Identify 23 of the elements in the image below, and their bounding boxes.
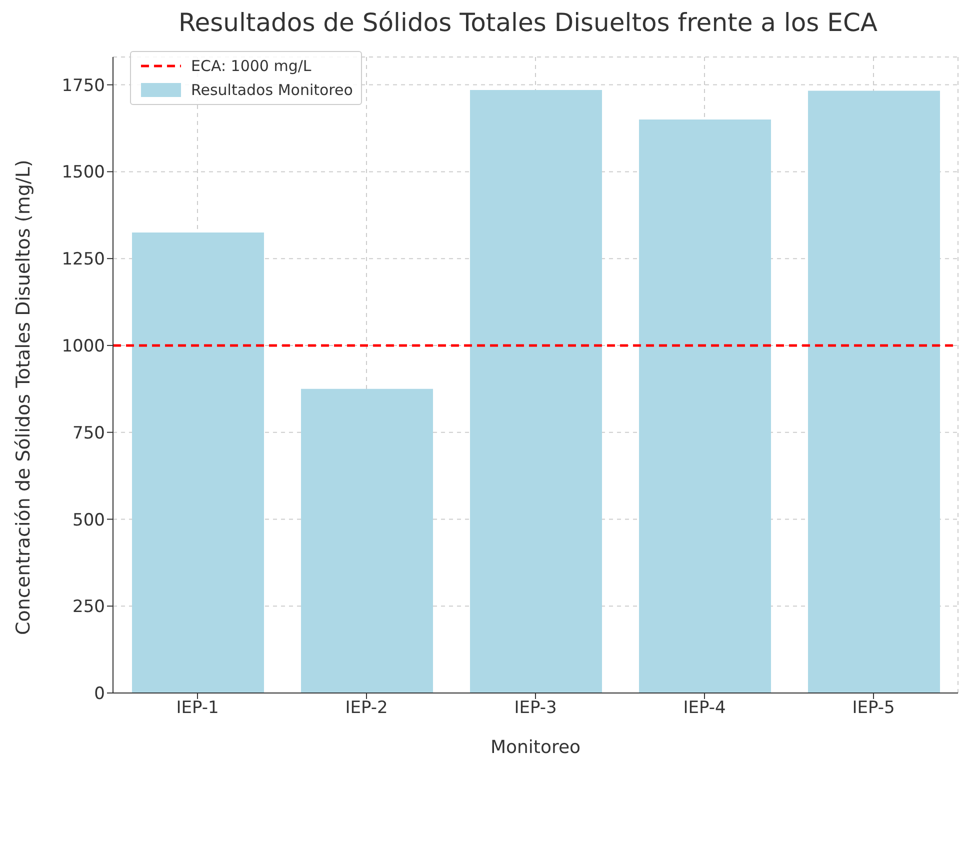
bar: [301, 388, 433, 693]
bar: [639, 120, 771, 693]
bar: [808, 90, 940, 693]
bar: [132, 232, 264, 693]
y-tick-label: 1000: [62, 336, 105, 356]
y-tick-label: 1500: [62, 162, 105, 183]
x-tick-label: IEP-2: [345, 698, 388, 718]
x-tick-label: IEP-4: [683, 698, 726, 718]
x-tick-label: IEP-3: [514, 698, 557, 718]
y-tick-label: 1250: [62, 250, 105, 270]
y-tick-label: 0: [94, 684, 105, 704]
y-tick-label: 1750: [62, 76, 105, 96]
x-axis-title: Monitoreo: [490, 737, 581, 758]
y-axis-title: Concentración de Sólidos Totales Disueltos (mg/L): [12, 160, 35, 635]
legend-label: ECA: 1000 mg/L: [191, 57, 312, 75]
chart-title: Resultados de Sólidos Totales Disueltos frente a los ECA: [177, 8, 878, 37]
legend-label: Resultados Monitoreo: [191, 81, 353, 99]
y-tick-label: 250: [72, 597, 105, 618]
x-tick-label: IEP-5: [852, 698, 895, 718]
y-tick-label: 750: [72, 423, 105, 444]
x-tick-label: IEP-1: [176, 698, 219, 718]
bar: [470, 90, 602, 693]
y-tick-label: 500: [72, 510, 105, 530]
